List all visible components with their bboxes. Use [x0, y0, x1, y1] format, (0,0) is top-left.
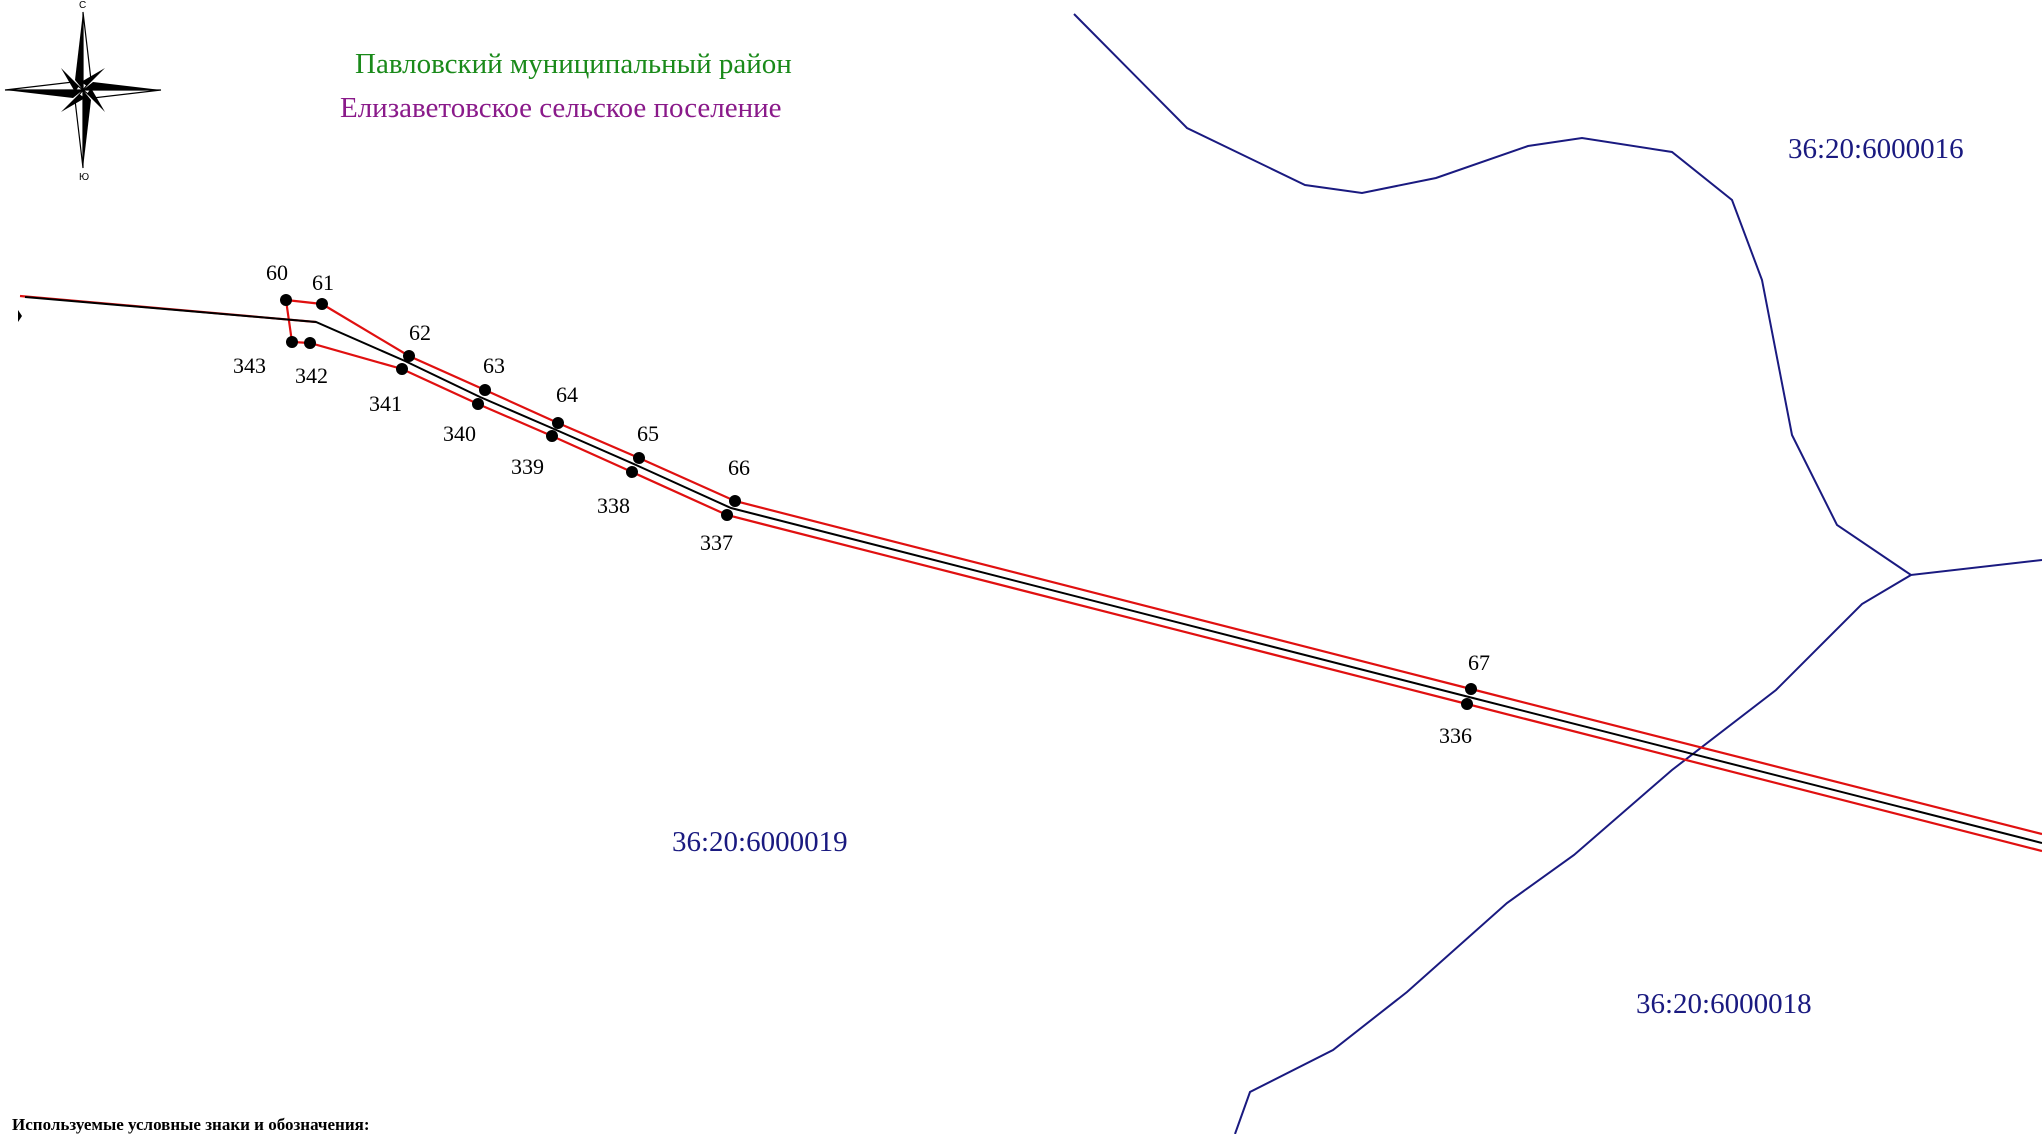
- label-66: 66: [728, 455, 750, 480]
- point-64: [552, 417, 564, 429]
- cadastral-label-19: 36:20:6000019: [672, 826, 848, 858]
- compass-south-label: Ю: [79, 172, 89, 183]
- left-edge-marker: [18, 310, 22, 322]
- point-labels: 60 61 62 63 64 65 66 67 343 342 341 340 …: [233, 260, 1490, 748]
- label-339: 339: [511, 454, 544, 479]
- label-63: 63: [483, 353, 505, 378]
- point-341: [396, 363, 408, 375]
- label-67: 67: [1468, 650, 1490, 675]
- point-67: [1465, 683, 1477, 695]
- label-337: 337: [700, 530, 733, 555]
- cadastral-label-16: 36:20:6000016: [1788, 133, 1964, 165]
- legend-title: Используемые условные знаки и обозначени…: [12, 1115, 370, 1134]
- point-66: [729, 495, 741, 507]
- cadastral-boundaries: [1073, 13, 2042, 1134]
- point-63: [479, 384, 491, 396]
- point-337: [721, 509, 733, 521]
- corridor-south-line: [284, 299, 2042, 853]
- point-60: [280, 294, 292, 306]
- label-62: 62: [409, 320, 431, 345]
- compass-south-arrow: [83, 90, 91, 168]
- point-62: [403, 350, 415, 362]
- label-342: 342: [295, 363, 328, 388]
- point-339: [546, 430, 558, 442]
- label-65: 65: [637, 421, 659, 446]
- corridor-north-line: [285, 298, 2042, 836]
- compass-north-label: С: [79, 0, 86, 11]
- compass-east-arrow: [83, 82, 161, 90]
- label-343: 343: [233, 353, 266, 378]
- compass-rose: С Ю: [4, 0, 162, 183]
- label-60: 60: [266, 260, 288, 285]
- compass-west-arrow: [5, 90, 83, 98]
- point-338: [626, 466, 638, 478]
- label-338: 338: [597, 493, 630, 518]
- road-axis-line: [24, 296, 2042, 844]
- label-340: 340: [443, 421, 476, 446]
- label-61: 61: [312, 270, 334, 295]
- settlement-title: Елизаветовское сельское поселение: [340, 92, 782, 124]
- label-341: 341: [369, 391, 402, 416]
- point-340: [472, 398, 484, 410]
- point-342: [304, 337, 316, 349]
- point-61: [316, 298, 328, 310]
- boundary-points: [280, 294, 1477, 710]
- boundary-southwest: [1234, 574, 1912, 1134]
- region-title: Павловский муниципальный район: [355, 48, 792, 80]
- label-64: 64: [556, 382, 578, 407]
- point-65: [633, 452, 645, 464]
- boundary-north: [1073, 13, 2042, 577]
- point-343: [286, 336, 298, 348]
- compass-north-arrow: [75, 12, 83, 90]
- point-336: [1461, 698, 1473, 710]
- cadastral-label-18: 36:20:6000018: [1636, 988, 1812, 1020]
- label-336: 336: [1439, 723, 1472, 748]
